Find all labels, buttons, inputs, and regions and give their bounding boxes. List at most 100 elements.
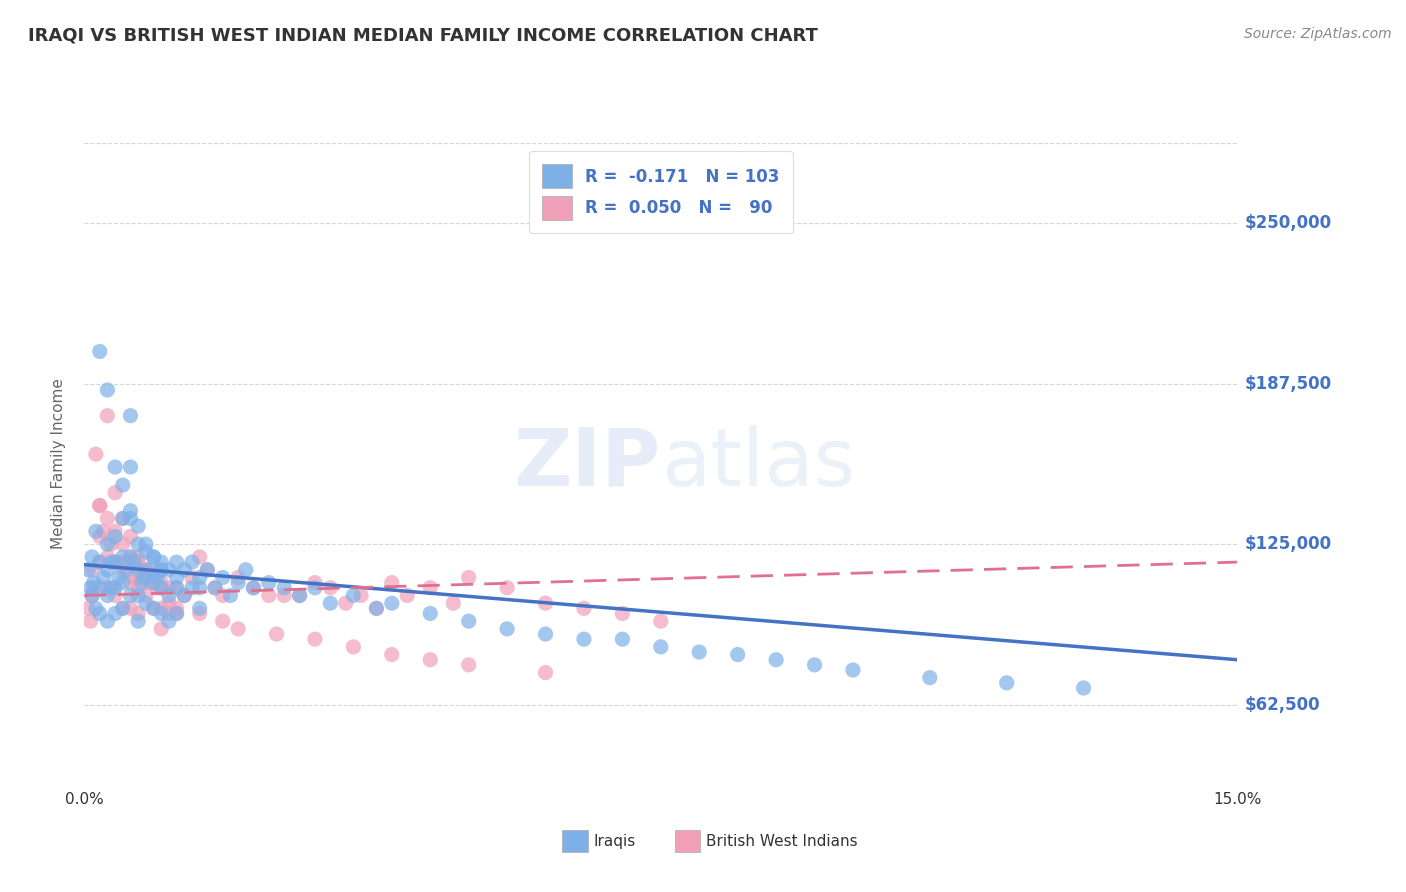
Point bbox=[135, 589, 157, 603]
Point bbox=[127, 614, 149, 628]
Point bbox=[173, 589, 195, 603]
Point bbox=[96, 563, 118, 577]
Point bbox=[84, 601, 107, 615]
Point bbox=[150, 601, 173, 615]
Point bbox=[111, 511, 134, 525]
Point bbox=[219, 589, 242, 603]
Point bbox=[135, 545, 157, 559]
Point bbox=[319, 596, 342, 610]
Point bbox=[650, 640, 672, 654]
Point bbox=[319, 581, 342, 595]
Point bbox=[350, 589, 373, 603]
Point bbox=[204, 581, 226, 595]
Point bbox=[166, 555, 188, 569]
Point bbox=[79, 614, 101, 628]
Point bbox=[150, 581, 173, 595]
Point bbox=[77, 601, 100, 615]
Point bbox=[166, 607, 188, 621]
Point bbox=[89, 344, 111, 359]
Point bbox=[115, 555, 138, 569]
Point bbox=[131, 570, 153, 584]
Point bbox=[1073, 681, 1095, 695]
Point bbox=[157, 596, 180, 610]
Point bbox=[150, 563, 173, 577]
Point bbox=[842, 663, 865, 677]
Point bbox=[235, 563, 257, 577]
Point bbox=[89, 499, 111, 513]
Point bbox=[100, 537, 122, 551]
Point bbox=[96, 537, 118, 551]
Point bbox=[100, 581, 122, 595]
Point bbox=[457, 614, 479, 628]
Point bbox=[496, 581, 519, 595]
Point bbox=[135, 563, 157, 577]
Point bbox=[120, 601, 142, 615]
Point bbox=[80, 563, 103, 577]
Point bbox=[104, 589, 127, 603]
Point bbox=[612, 607, 634, 621]
Point bbox=[96, 511, 118, 525]
Point bbox=[108, 570, 131, 584]
Point bbox=[257, 575, 280, 590]
Point bbox=[89, 529, 111, 543]
Point bbox=[441, 596, 464, 610]
Point bbox=[127, 519, 149, 533]
Point bbox=[111, 511, 134, 525]
Point bbox=[211, 614, 233, 628]
Point bbox=[166, 581, 188, 595]
Point bbox=[124, 555, 146, 569]
Point bbox=[108, 555, 131, 569]
Point bbox=[419, 607, 441, 621]
Point bbox=[120, 549, 142, 564]
Point bbox=[242, 581, 264, 595]
Point bbox=[96, 409, 118, 423]
Point bbox=[142, 575, 165, 590]
Point bbox=[104, 524, 127, 539]
Point bbox=[288, 589, 311, 603]
Point bbox=[89, 581, 111, 595]
Point bbox=[166, 601, 188, 615]
Point bbox=[304, 632, 326, 647]
Point bbox=[111, 478, 134, 492]
Point bbox=[138, 575, 160, 590]
Point bbox=[273, 589, 295, 603]
Point bbox=[127, 549, 149, 564]
Point bbox=[89, 555, 111, 569]
Point bbox=[93, 570, 115, 584]
Point bbox=[366, 601, 388, 615]
Point bbox=[120, 511, 142, 525]
Point bbox=[146, 570, 169, 584]
Point bbox=[534, 627, 557, 641]
Point bbox=[120, 549, 142, 564]
Point bbox=[457, 570, 479, 584]
Point bbox=[650, 614, 672, 628]
Legend: R =  -0.171   N = 103, R =  0.050   N =   90: R = -0.171 N = 103, R = 0.050 N = 90 bbox=[529, 151, 793, 233]
Point bbox=[120, 504, 142, 518]
Point bbox=[266, 627, 288, 641]
Point bbox=[111, 601, 134, 615]
Point bbox=[150, 563, 173, 577]
Point bbox=[80, 589, 103, 603]
Point bbox=[342, 589, 364, 603]
Point bbox=[83, 581, 105, 595]
Point bbox=[204, 581, 226, 595]
Point bbox=[150, 581, 173, 595]
Point bbox=[157, 589, 180, 603]
Point bbox=[83, 575, 105, 590]
Point bbox=[157, 563, 180, 577]
Point bbox=[104, 581, 127, 595]
Point bbox=[188, 549, 211, 564]
Point bbox=[96, 549, 118, 564]
Point bbox=[150, 607, 173, 621]
Text: atlas: atlas bbox=[661, 425, 855, 503]
Point bbox=[111, 537, 134, 551]
Point bbox=[342, 640, 364, 654]
Point bbox=[111, 601, 134, 615]
Point bbox=[765, 653, 787, 667]
Point bbox=[173, 589, 195, 603]
Point bbox=[79, 581, 101, 595]
Point bbox=[96, 614, 118, 628]
Point bbox=[127, 589, 149, 603]
Point bbox=[89, 499, 111, 513]
Point bbox=[304, 581, 326, 595]
